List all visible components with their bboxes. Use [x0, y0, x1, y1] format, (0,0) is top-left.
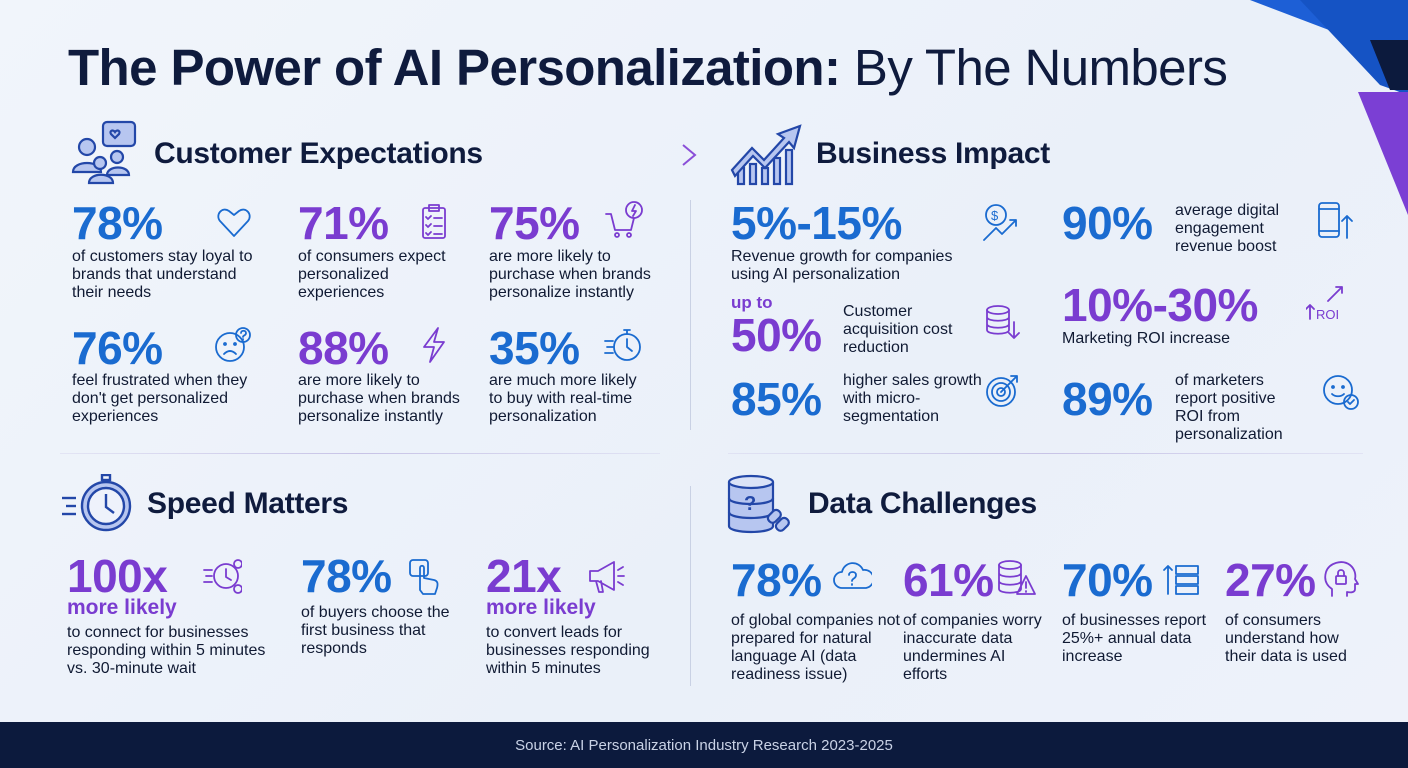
stat-value: 78%	[72, 197, 163, 249]
fast-clock-icon	[202, 556, 243, 596]
lightning-icon	[414, 325, 454, 365]
people-heart-chat-icon	[70, 120, 138, 186]
stat-description: to convert leads for businesses respondi…	[486, 624, 650, 677]
roi-up-icon: ROI	[1305, 283, 1346, 323]
stat-description: of global companies not prepared for nat…	[731, 612, 900, 683]
divider-vertical-bottom	[690, 486, 691, 686]
corner-decoration	[1250, 0, 1408, 215]
source-text: Source: AI Personalization Industry Rese…	[515, 736, 893, 754]
stat-description: average digital engagement revenue boost	[1175, 202, 1280, 255]
smile-check-icon	[1320, 372, 1360, 412]
stat-value: 89%	[1062, 373, 1153, 425]
section-title-customer-expectations: Customer Expectations	[154, 137, 483, 170]
heart-icon	[214, 202, 254, 242]
svg-text:ROI: ROI	[1316, 307, 1339, 322]
stat-value: 88%	[298, 322, 389, 374]
stat-value: 21x	[486, 550, 562, 602]
stat-description: of consumers expect personalized experie…	[298, 248, 446, 301]
stat-value: 71%	[298, 197, 389, 249]
stat-value: 90%	[1062, 197, 1153, 249]
megaphone-icon	[586, 556, 626, 596]
stat-value: 78%	[301, 550, 392, 602]
stat-value: 75%	[489, 197, 580, 249]
stat-value: 78%	[731, 554, 822, 606]
stat-value: 50%	[731, 309, 822, 361]
stat-description: are more likely to purchase when brands …	[489, 248, 651, 301]
section-title-data-challenges: Data Challenges	[808, 487, 1037, 520]
stat-value: 35%	[489, 322, 580, 374]
fast-stopwatch-icon	[60, 473, 134, 534]
growth-chart-icon	[730, 124, 802, 186]
dollar-growth-icon: $	[980, 202, 1020, 242]
hand-pointer-icon	[406, 556, 446, 596]
database-question-icon: ?	[727, 474, 793, 538]
stat-description: to connect for businesses responding wit…	[67, 624, 266, 677]
stat-description: higher sales growth with micro-segmentat…	[843, 372, 982, 425]
stat-description: feel frustrated when they don't get pers…	[72, 372, 248, 425]
divider-horizontal-right	[728, 453, 1363, 454]
stat-description: of customers stay loyal to brands that u…	[72, 248, 253, 301]
divider-vertical-top	[690, 200, 691, 430]
svg-text:$: $	[991, 208, 999, 223]
stat-subtitle: more likely	[486, 596, 596, 619]
database-down-icon	[982, 302, 1022, 342]
head-lock-icon	[1322, 558, 1362, 598]
stat-description: Marketing ROI increase	[1062, 330, 1231, 347]
stat-value: 76%	[72, 322, 163, 374]
stat-value: 10%-30%	[1062, 279, 1258, 331]
stat-value: 70%	[1062, 554, 1153, 606]
stat-value: 27%	[1225, 554, 1316, 606]
stat-prefix: up to	[731, 293, 773, 312]
stat-value: 100x	[67, 550, 168, 602]
section-title-business-impact: Business Impact	[816, 137, 1050, 170]
database-warning-icon	[996, 558, 1036, 598]
phone-up-icon	[1314, 200, 1354, 240]
arrow-icon	[533, 144, 697, 166]
cart-lightning-icon	[604, 200, 644, 240]
stat-description: of buyers choose the first business that…	[301, 604, 450, 657]
stat-description: of companies worry inaccurate data under…	[903, 612, 1042, 683]
sad-face-question-icon	[212, 325, 252, 365]
page-title: The Power of AI Personalization: By The …	[68, 39, 1228, 96]
stat-value: 5%-15%	[731, 197, 902, 249]
stat-description: of businesses report 25%+ annual data in…	[1062, 612, 1207, 665]
stat-value: 85%	[731, 373, 822, 425]
section-title-speed-matters: Speed Matters	[147, 487, 349, 520]
stat-description: are more likely to purchase when brands …	[298, 372, 460, 425]
stat-description: are much more likely to buy with real-ti…	[489, 372, 637, 425]
target-icon	[983, 370, 1023, 410]
clipboard-checklist-icon	[414, 202, 454, 242]
stat-description: Revenue growth for companies using AI pe…	[731, 248, 953, 283]
stat-description: of marketers report positive ROI from pe…	[1175, 372, 1283, 443]
stopwatch-icon	[603, 325, 643, 365]
svg-text:?: ?	[744, 493, 756, 515]
stat-value: 61%	[903, 554, 994, 606]
stat-subtitle: more likely	[67, 596, 177, 619]
cloud-question-icon	[832, 558, 875, 598]
stat-description: of consumers understand how their data i…	[1225, 612, 1347, 665]
footer: Source: AI Personalization Industry Rese…	[0, 722, 1408, 768]
server-up-icon	[1162, 558, 1202, 598]
stat-description: Customer acquisition cost reduction	[843, 303, 953, 356]
divider-horizontal-left	[60, 453, 660, 454]
